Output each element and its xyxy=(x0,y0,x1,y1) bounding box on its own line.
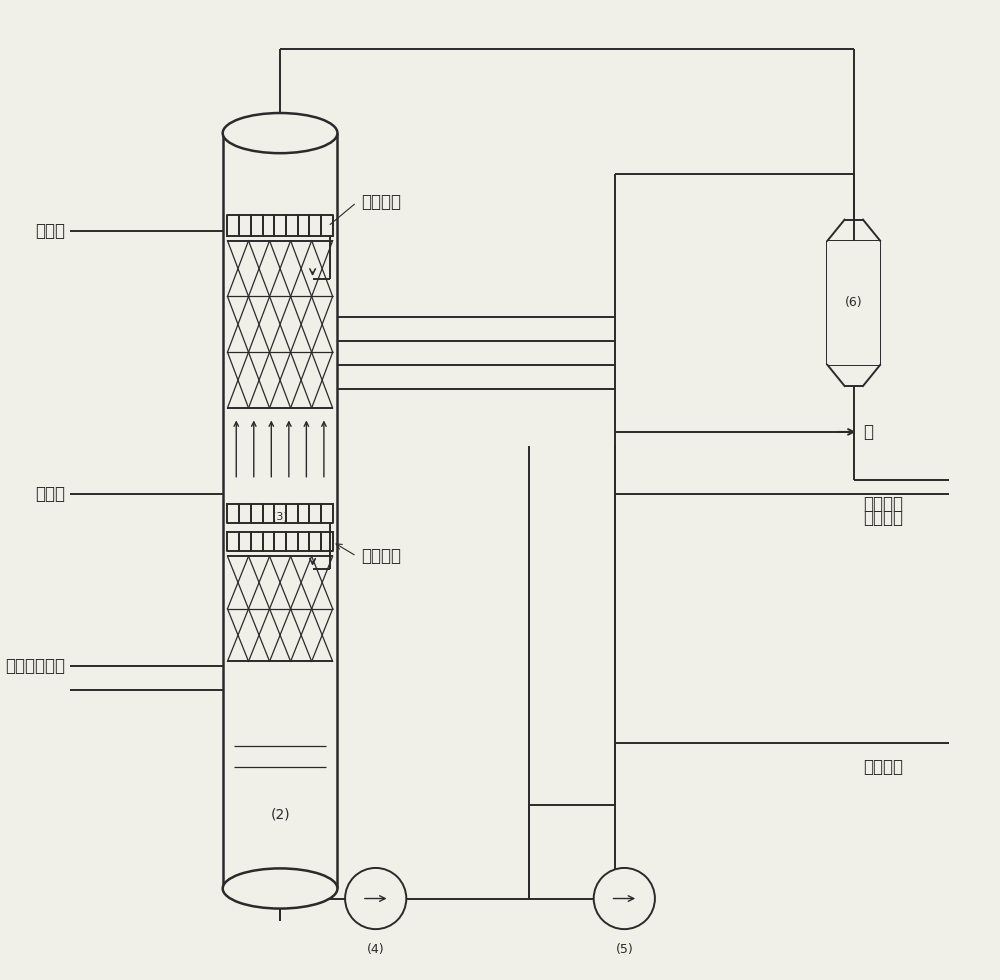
Text: (6): (6) xyxy=(845,296,863,310)
Text: 除沫塔盘: 除沫塔盘 xyxy=(361,547,401,565)
Circle shape xyxy=(594,868,655,929)
Text: 反应生成气体: 反应生成气体 xyxy=(5,658,65,675)
Text: 补充水: 补充水 xyxy=(35,485,65,503)
Text: (2): (2) xyxy=(270,808,290,821)
Text: 补充水: 补充水 xyxy=(35,222,65,240)
Text: 去后系统: 去后系统 xyxy=(863,509,903,527)
Ellipse shape xyxy=(223,868,337,908)
Text: (3): (3) xyxy=(272,511,288,521)
Circle shape xyxy=(345,868,406,929)
Text: 去后系统: 去后系统 xyxy=(863,495,903,513)
Text: (5): (5) xyxy=(615,944,633,956)
Text: 酸: 酸 xyxy=(863,423,873,441)
Bar xyxy=(223,133,337,889)
Text: (4): (4) xyxy=(367,944,385,956)
Bar xyxy=(827,241,880,365)
Text: 除沫塔盘: 除沫塔盘 xyxy=(361,193,401,212)
Ellipse shape xyxy=(223,113,337,153)
Text: 去后系统: 去后系统 xyxy=(863,758,903,775)
